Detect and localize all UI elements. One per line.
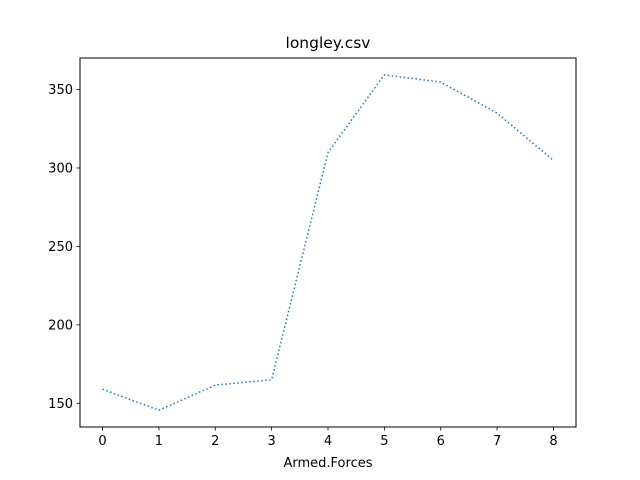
x-tick-label: 1: [155, 434, 163, 449]
plot-area: [102, 73, 554, 412]
y-tick-label: 250: [48, 240, 73, 255]
x-tick-label: 4: [324, 434, 332, 449]
x-tick-label: 2: [211, 434, 219, 449]
x-tick-label: 8: [549, 434, 557, 449]
series-line-0: [102, 73, 554, 412]
x-tick-label: 5: [380, 434, 388, 449]
y-tick-label: 200: [48, 318, 73, 333]
x-tick-label: 3: [267, 434, 275, 449]
chart-title: longley.csv: [286, 34, 371, 52]
y-tick-label: 350: [48, 83, 73, 98]
x-tick-label: 0: [98, 434, 106, 449]
x-axis-title: Armed.Forces: [283, 456, 372, 471]
y-tick-label: 300: [48, 161, 73, 176]
y-tick-label: 150: [48, 397, 73, 412]
axis-ticks: 0 1 2 3 4 5 6 7 8 150 200 250 300 350: [48, 83, 557, 449]
x-tick-label: 7: [493, 434, 501, 449]
x-tick-label: 6: [437, 434, 445, 449]
